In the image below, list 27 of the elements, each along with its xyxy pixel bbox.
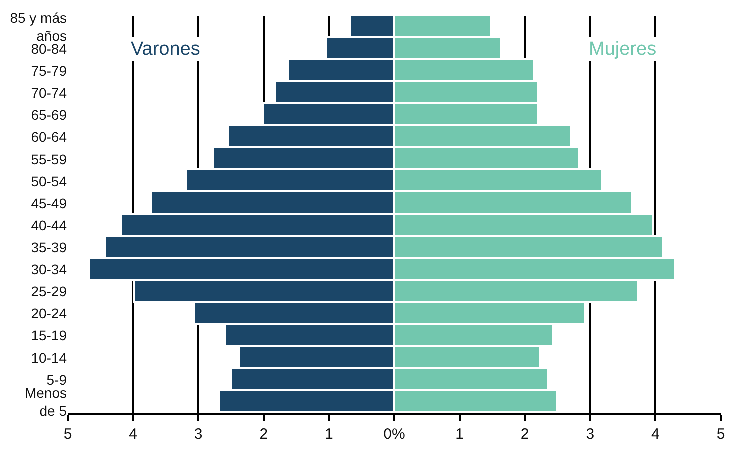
y-tick-label: 55-59 [31, 151, 68, 168]
x-tick-label: 2 [520, 426, 530, 443]
y-tick-label: 25-29 [31, 284, 68, 300]
y-tick-label: 60-64 [31, 129, 68, 146]
x-tick-label: 0% [384, 426, 406, 443]
y-tick-label: 50-54 [31, 173, 68, 190]
y-tick-label: 65-69 [31, 107, 68, 124]
y-tick-label: 45-49 [31, 195, 68, 212]
y-tick-label: 35-39 [31, 239, 68, 256]
y-tick-label: 15-19 [31, 328, 68, 344]
x-tick-label: 4 [652, 426, 660, 443]
y-tick-label: 75-79 [31, 63, 68, 80]
x-tick-label: 5 [64, 426, 72, 443]
text: Varones [131, 39, 200, 60]
x-tick-label: 3 [194, 426, 203, 443]
x-tick-label: 4 [129, 426, 138, 443]
y-tick-label: 70-74 [31, 85, 68, 102]
x-tick-label: 1 [325, 426, 334, 443]
x-tick-label: 1 [456, 426, 464, 443]
y-tick-label: 10-14 [31, 350, 68, 366]
y-tick-label: 20-24 [31, 306, 68, 322]
x-tick-label: 5 [716, 426, 726, 443]
y-tick-label: 30-34 [31, 262, 68, 278]
text: Mujeres [589, 39, 657, 60]
y-tick-label: 40-44 [31, 217, 68, 234]
x-tick-label: 3 [586, 426, 595, 443]
x-tick-label: 2 [260, 426, 268, 443]
